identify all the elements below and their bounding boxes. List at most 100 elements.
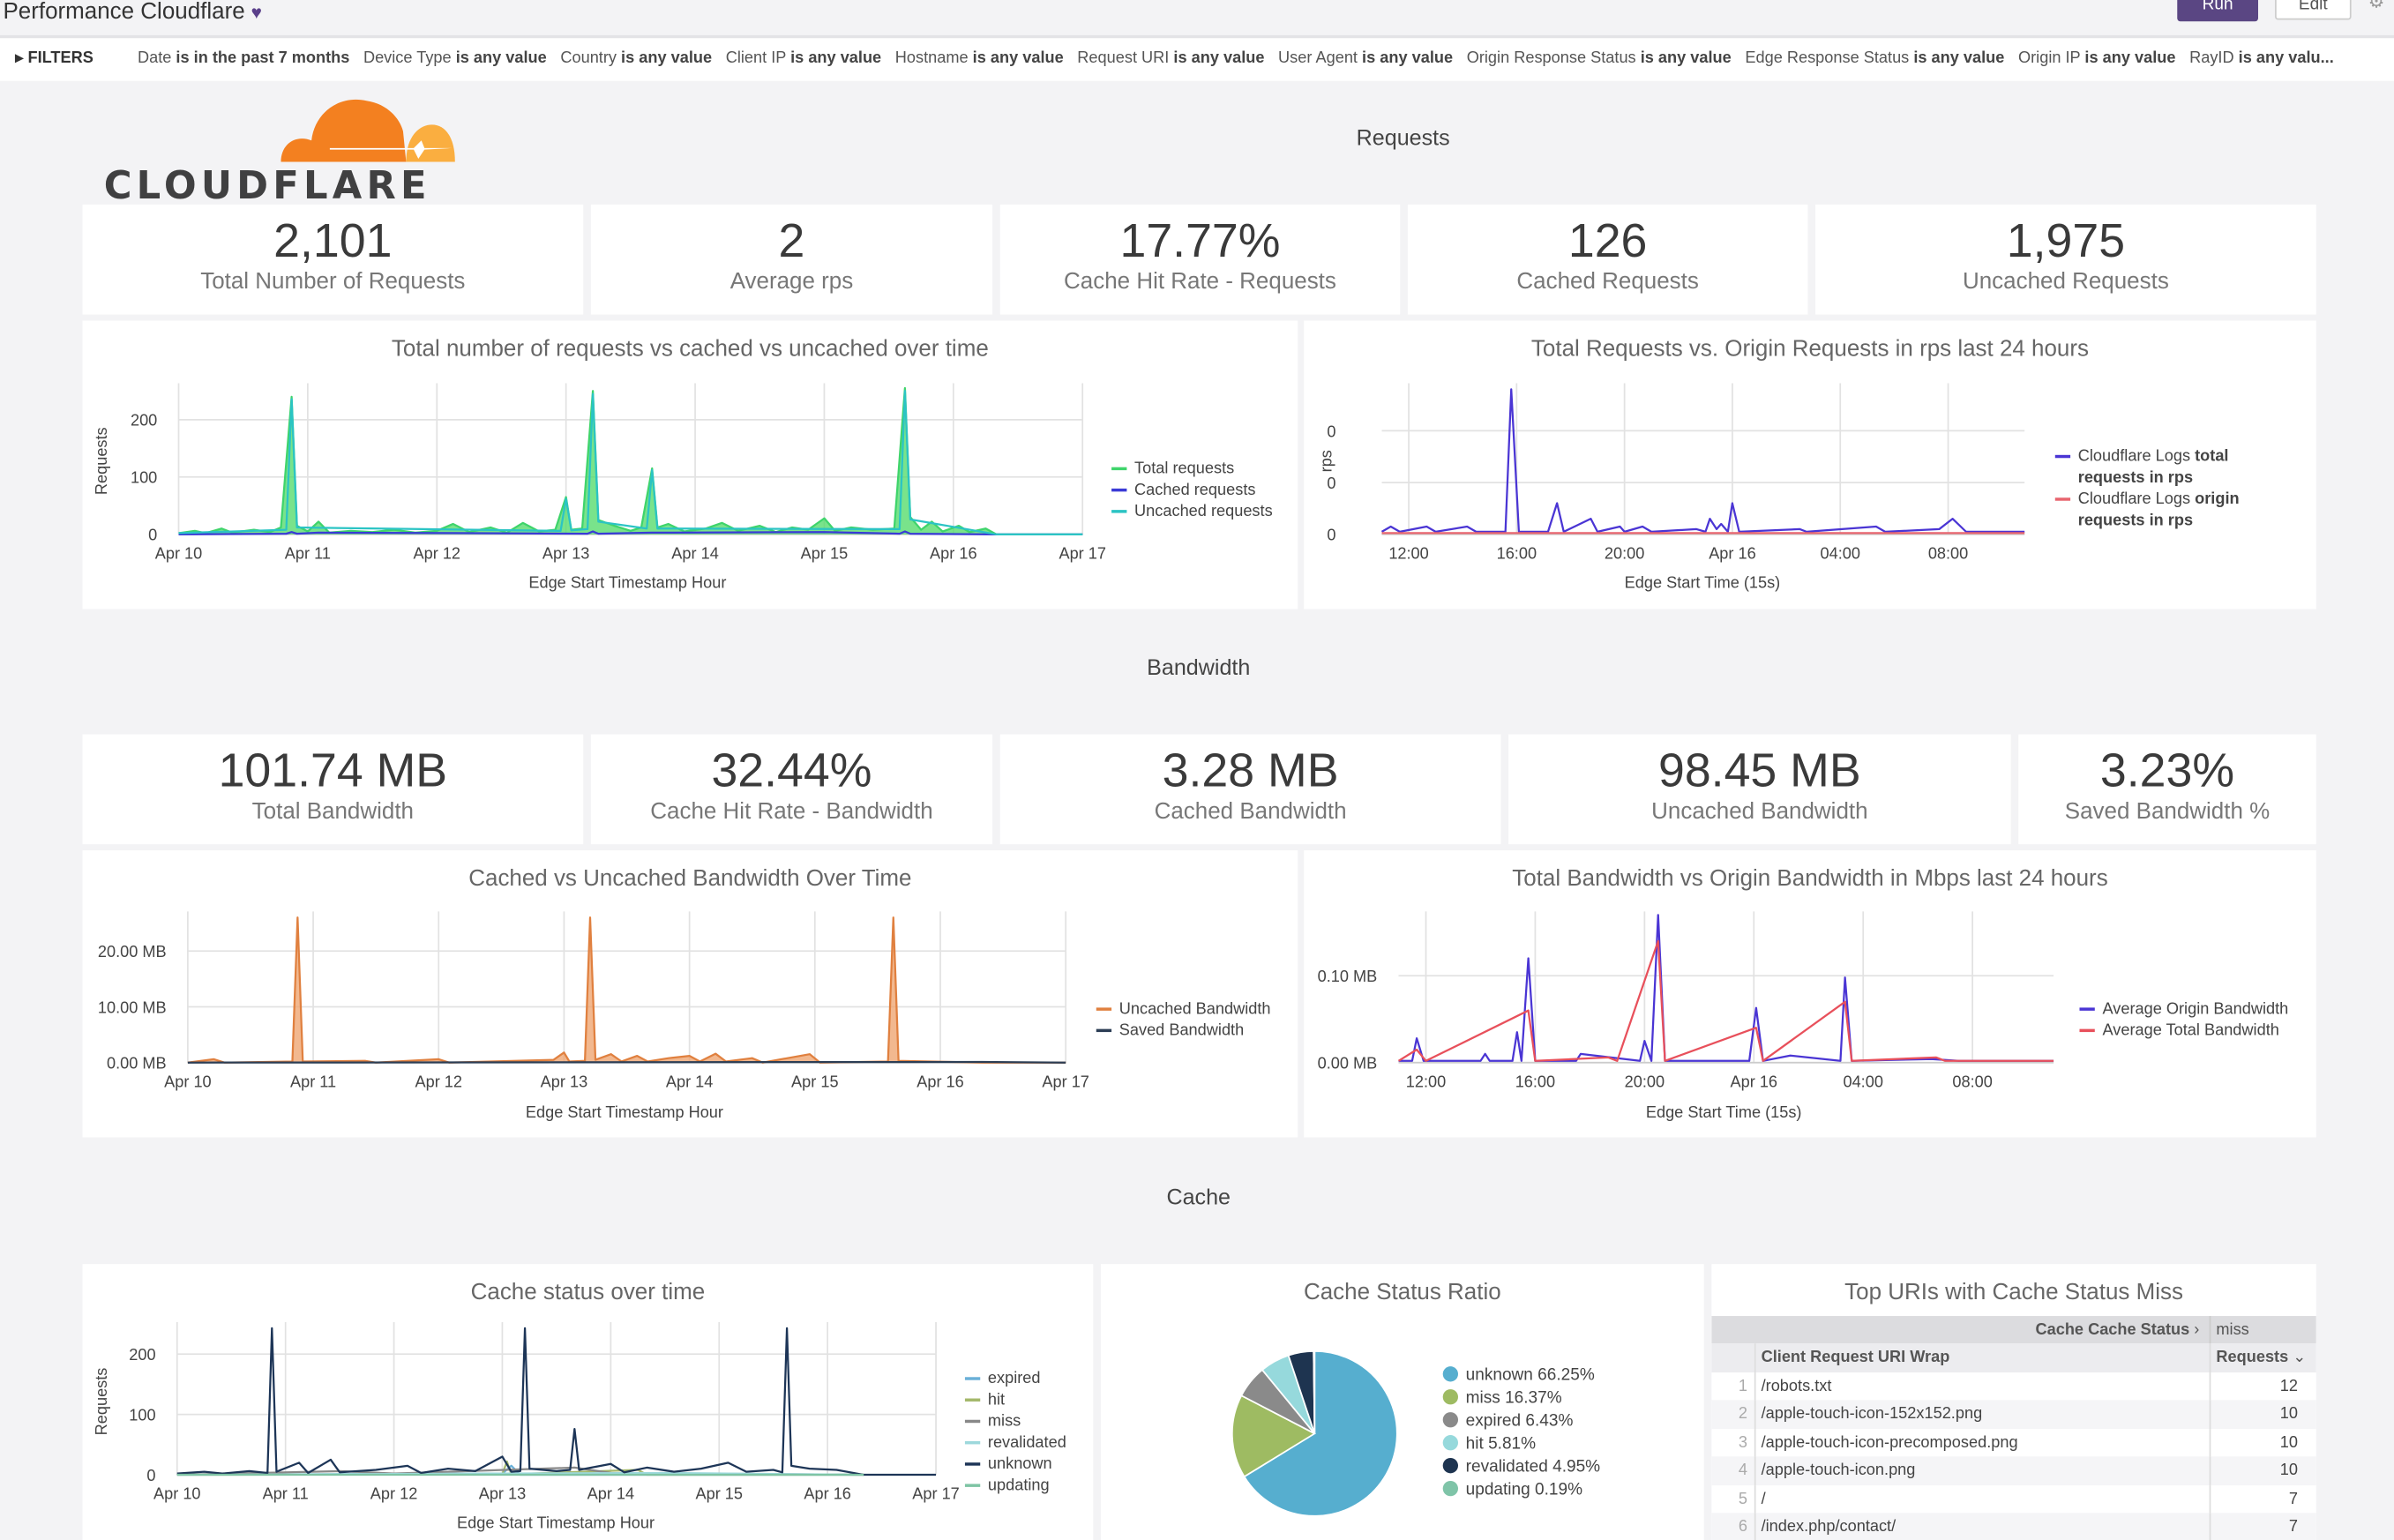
section-bandwidth: Bandwidth <box>1147 656 1251 681</box>
legend-item[interactable]: miss <box>964 1410 1087 1432</box>
edit-button[interactable]: Edit <box>2275 0 2352 20</box>
y-tick-label: 0 <box>1327 422 1335 440</box>
filter-operator: is any value <box>455 49 547 68</box>
filter-chip[interactable]: RayID is any valu... <box>2189 49 2334 67</box>
y-tick-label: 200 <box>131 412 157 430</box>
x-tick-label: Apr 15 <box>791 1073 839 1090</box>
legend-item[interactable]: unknown <box>964 1454 1087 1475</box>
filter-chip[interactable]: Device Type is any value <box>363 49 547 67</box>
legend-item[interactable]: revalidated <box>964 1432 1087 1454</box>
requests-cell: 7 <box>2208 1513 2316 1540</box>
rps-last-24h-chart: Total Requests vs. Origin Requests in rp… <box>1304 320 2316 609</box>
pie-slice-miss[interactable] <box>1231 1394 1317 1478</box>
filter-chip[interactable]: Request URI is any value <box>1077 49 1264 67</box>
legend-item[interactable]: updating <box>964 1475 1087 1496</box>
x-tick-label: Apr 11 <box>290 1073 336 1090</box>
y-tick-label: 0 <box>1327 475 1335 492</box>
x-tick-label: Apr 16 <box>804 1485 851 1503</box>
chart-legend: Cloudflare Logs total requests in rps Clo… <box>2054 445 2269 531</box>
column-header-uri[interactable]: Client Request URI Wrap <box>1754 1343 2210 1372</box>
svg-text:CLOUDFLARE: CLOUDFLARE <box>104 164 431 208</box>
filters-toggle[interactable]: ▸ FILTERS <box>15 49 94 68</box>
legend-item[interactable]: Total requests <box>1111 458 1287 479</box>
table-row[interactable]: 3/apple-touch-icon-precomposed.png 10 <box>1711 1428 2316 1457</box>
legend-item[interactable]: hit <box>964 1389 1087 1410</box>
cloudflare-logo: CLOUDFLARE <box>101 82 467 208</box>
legend-item[interactable]: Cloudflare Logs origin requests in rps <box>2054 489 2269 531</box>
row-number: 1 <box>1711 1372 1755 1401</box>
table-row[interactable]: 6/index.php/contact/7 <box>1711 1513 2316 1540</box>
legend-item[interactable]: hit 5.81% <box>1442 1433 1600 1456</box>
kpi-value: 2 <box>778 213 805 267</box>
table-row[interactable]: 1/robots.txt 12 <box>1711 1372 2316 1401</box>
filter-chip[interactable]: User Agent is any value <box>1278 49 1453 67</box>
legend-item[interactable]: Saved Bandwidth <box>1096 1020 1295 1041</box>
legend-swatch <box>964 1462 981 1466</box>
table-row[interactable]: 5 / 7 <box>1711 1484 2316 1514</box>
x-tick-label: 08:00 <box>1952 1073 1992 1090</box>
legend-label: Cached requests <box>1134 481 1256 500</box>
y-tick-label: 0.00 MB <box>107 1055 167 1073</box>
filter-chip[interactable]: Hostname is any value <box>895 49 1064 67</box>
x-tick-label: 04:00 <box>1821 545 1860 563</box>
kpi-label: Uncached Requests <box>1962 268 2169 295</box>
legend-item[interactable]: Uncached requests <box>1111 501 1287 522</box>
filter-operator: is any value <box>1173 49 1265 68</box>
x-axis-label: Edge Start Time (15s) <box>1625 573 1781 591</box>
kpi-cached-bandwidth: 3.28 MB Cached Bandwidth <box>999 734 1501 845</box>
table-row[interactable]: 2/apple-touch-icon-152x152.png 10 <box>1711 1400 2316 1429</box>
legend-dot <box>1442 1412 1459 1428</box>
bandwidth-last-24h-chart: Total Bandwidth vs Origin Bandwidth in M… <box>1304 850 2316 1138</box>
filter-operator: is in the past 7 months <box>176 49 350 68</box>
legend-swatch <box>2079 1028 2095 1033</box>
filter-operator: is any value <box>2084 49 2176 68</box>
filter-chip[interactable]: Country is any value <box>560 49 712 67</box>
heart-icon[interactable]: ♥ <box>251 1 262 23</box>
chart-title: Cached vs Uncached Bandwidth Over Time <box>468 865 912 892</box>
y-tick-label: 10.00 MB <box>98 998 167 1016</box>
kpi-value: 3.28 MB <box>1162 743 1339 797</box>
uri-cell: /apple-touch-icon.png <box>1754 1456 2210 1485</box>
column-header-requests[interactable]: Requests ⌄ <box>2208 1343 2316 1372</box>
run-button[interactable]: Run <box>2177 0 2259 22</box>
pivot-value: miss <box>2208 1316 2316 1344</box>
filter-chip[interactable]: Client IP is any value <box>726 49 881 67</box>
filter-chip[interactable]: Origin IP is any value <box>2018 49 2176 67</box>
legend-item[interactable]: revalidated 4.95% <box>1442 1456 1600 1479</box>
legend-item[interactable]: unknown 66.25% <box>1442 1364 1600 1387</box>
table-title: Top URIs with Cache Status Miss <box>1844 1279 2183 1305</box>
legend-swatch <box>1111 488 1127 492</box>
x-tick-label: 16:00 <box>1497 545 1537 563</box>
row-number: 4 <box>1711 1456 1755 1485</box>
pie-slice-unknown[interactable] <box>1243 1349 1398 1517</box>
legend-item[interactable]: Uncached Bandwidth <box>1096 998 1295 1020</box>
x-tick-label: Apr 17 <box>1042 1073 1089 1090</box>
legend-item[interactable]: expired <box>964 1368 1087 1389</box>
cache-status-over-time-chart: Cache status over time Apr 10 Apr 11 Apr 1… <box>82 1264 1094 1540</box>
filter-chip[interactable]: Edge Response Status is any value <box>1745 49 2004 67</box>
filter-operator: is any value <box>1362 49 1454 68</box>
legend-item[interactable]: Average Origin Bandwidth <box>2079 998 2308 1020</box>
legend-item[interactable]: Cloudflare Logs total requests in rps <box>2054 445 2269 488</box>
bandwidth-over-time-chart: Cached vs Uncached Bandwidth Over Time A… <box>82 850 1298 1138</box>
legend-item[interactable]: updating 0.19% <box>1442 1479 1600 1502</box>
table-row[interactable]: 4/apple-touch-icon.png 10 <box>1711 1456 2316 1485</box>
uri-cell: /apple-touch-icon-precomposed.png <box>1761 1432 2018 1452</box>
legend-item[interactable]: Cached requests <box>1111 480 1287 501</box>
legend-item[interactable]: Average Total Bandwidth <box>2079 1020 2308 1041</box>
top-uris-table: Cache Cache Status › miss Client Request… <box>1711 1316 2316 1540</box>
x-tick-label: Apr 15 <box>801 545 848 563</box>
filter-chip[interactable]: Origin Response Status is any value <box>1467 49 1732 67</box>
filter-chip[interactable]: Date is in the past 7 months <box>138 49 349 67</box>
pie-slice-updating[interactable] <box>1313 1349 1316 1434</box>
x-tick-label: Apr 17 <box>1059 545 1105 563</box>
filter-operator: is any value <box>790 49 882 68</box>
gear-icon[interactable]: ⚙ <box>2368 0 2385 12</box>
legend-dot <box>1442 1366 1459 1382</box>
kpi-value: 1,975 <box>2006 213 2126 267</box>
chart-legend: expired hit miss revalidated unknown updating <box>964 1368 1087 1496</box>
legend-label: updating 0.19% <box>1465 1480 1582 1499</box>
legend-item[interactable]: expired 6.43% <box>1442 1410 1600 1433</box>
legend-item[interactable]: miss 16.37% <box>1442 1387 1600 1410</box>
row-number: 5 <box>1711 1484 1755 1514</box>
